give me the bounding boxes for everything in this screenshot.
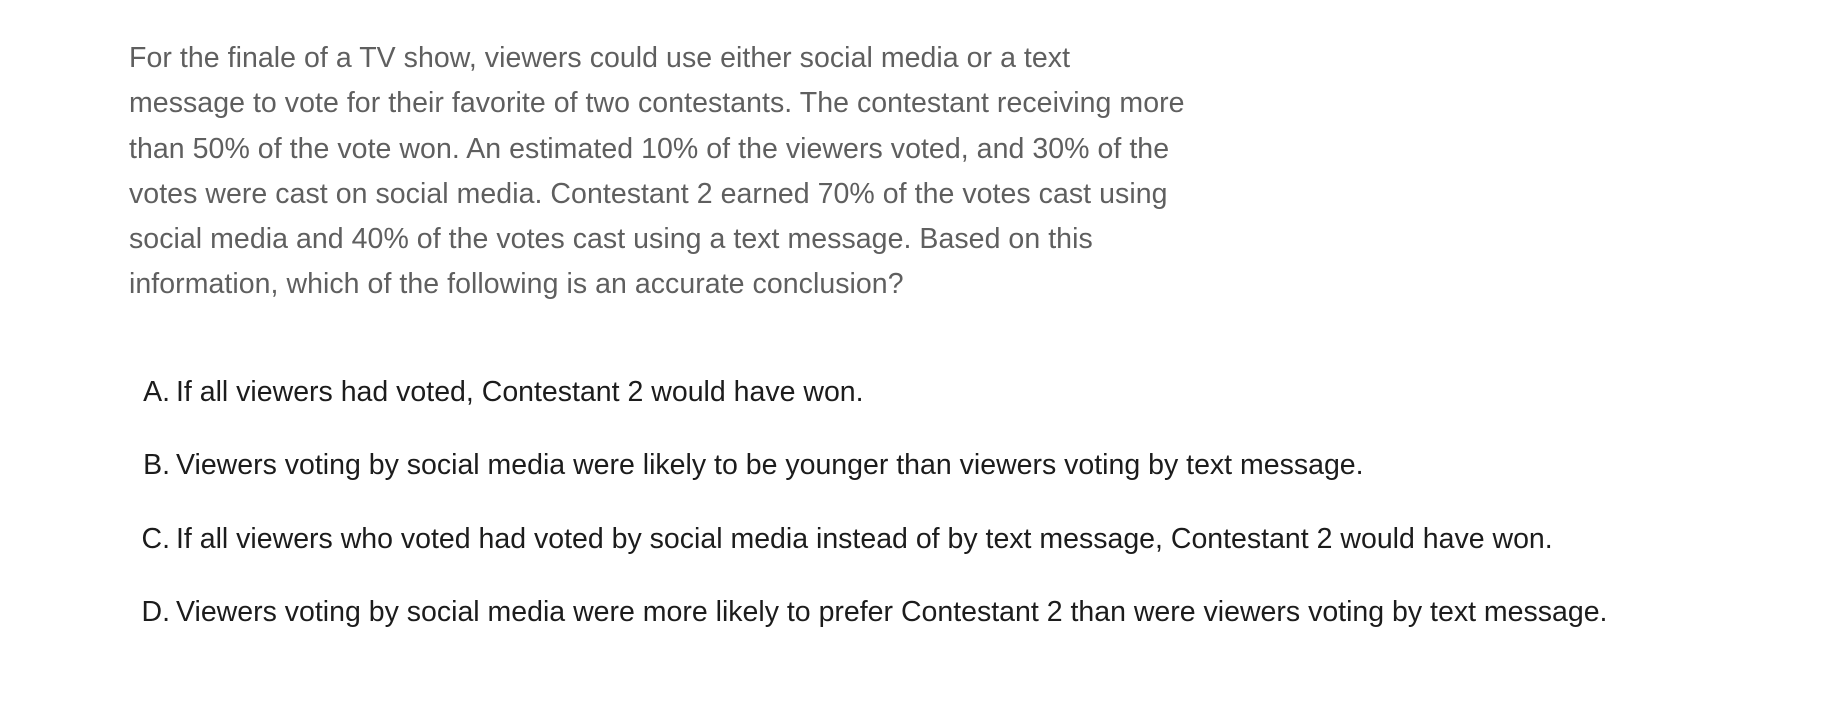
choice-text: If all viewers had voted, Contestant 2 w… <box>176 376 864 408</box>
choice-text: Viewers voting by social media were more… <box>176 596 1608 628</box>
choice-text: If all viewers who voted had voted by so… <box>176 523 1553 555</box>
choice-letter: C. <box>141 523 171 555</box>
choice-letter: A. <box>143 376 170 408</box>
choice-letter: B. <box>143 449 170 481</box>
choice-letter: D. <box>141 596 171 628</box>
question-stem: For the finale of a TV show, viewers cou… <box>129 42 1185 301</box>
choice-text: Viewers voting by social media were like… <box>176 449 1364 481</box>
